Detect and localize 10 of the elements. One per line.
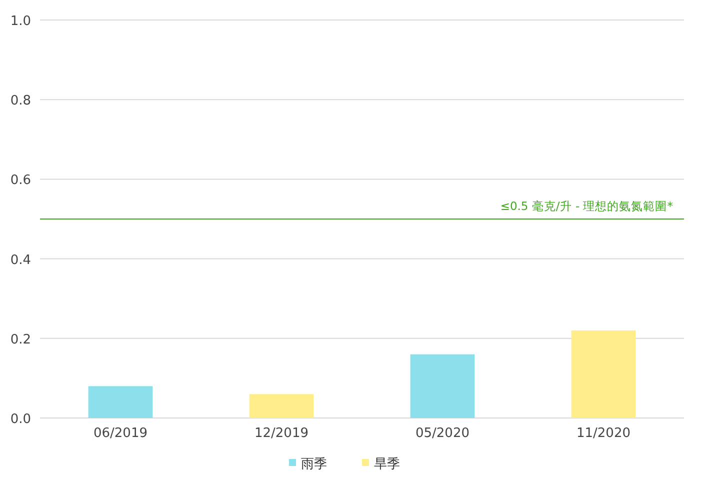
- y-tick-label: 0.6: [10, 173, 31, 188]
- x-tick-label: 12/2019: [254, 426, 309, 441]
- y-tick-label: 0.8: [10, 94, 31, 109]
- y-tick-label: 0.2: [10, 332, 31, 348]
- x-tick-label: 06/2019: [93, 426, 148, 441]
- y-tick-label: 1.0: [10, 14, 31, 29]
- y-tick-label: 0.0: [10, 412, 31, 427]
- x-tick-label: 05/2020: [415, 426, 470, 441]
- x-tick-label: 11/2020: [576, 426, 631, 441]
- y-tick-label: 0.4: [10, 252, 31, 268]
